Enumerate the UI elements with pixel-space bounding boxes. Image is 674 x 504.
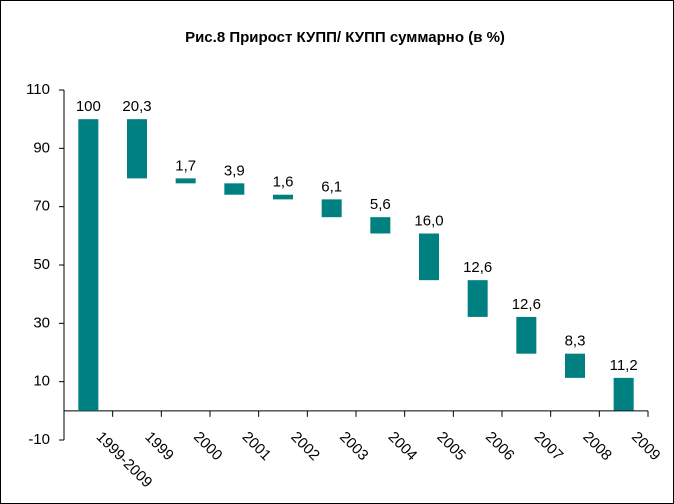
chart-title: Рис.8 Прирост КУПП/ КУПП суммарно (в %): [185, 29, 505, 46]
y-tick-label: 70: [33, 198, 50, 215]
y-tick-label: 10: [33, 373, 50, 390]
value-label: 16,0: [414, 212, 443, 229]
value-label: 6,1: [321, 178, 342, 195]
bar: [516, 316, 537, 354]
y-tick-label: 30: [33, 314, 50, 331]
y-tick-label: 90: [33, 139, 50, 156]
y-tick-label: 50: [33, 256, 50, 273]
y-tick-label: -10: [28, 431, 50, 448]
value-label: 5,6: [370, 196, 391, 213]
bar: [127, 119, 147, 179]
value-label: 3,9: [224, 162, 245, 179]
bar: [419, 233, 439, 281]
value-label: 8,3: [565, 333, 586, 350]
value-label: 20,3: [122, 98, 151, 115]
bar: [370, 217, 391, 234]
bar: [565, 353, 585, 378]
y-tick-label: 110: [26, 81, 50, 98]
value-label: 11,2: [610, 357, 638, 374]
bar: [613, 377, 634, 411]
bar: [78, 119, 99, 411]
bar: [321, 199, 342, 218]
bar: [467, 280, 488, 317]
value-label: 100: [76, 98, 101, 115]
bar: [224, 183, 245, 195]
value-label: 1,7: [175, 157, 196, 174]
value-label: 1,6: [273, 174, 294, 191]
value-label: 12,6: [512, 296, 541, 313]
bar: [273, 194, 293, 200]
value-label: 12,6: [463, 259, 492, 276]
bar: [175, 178, 196, 184]
